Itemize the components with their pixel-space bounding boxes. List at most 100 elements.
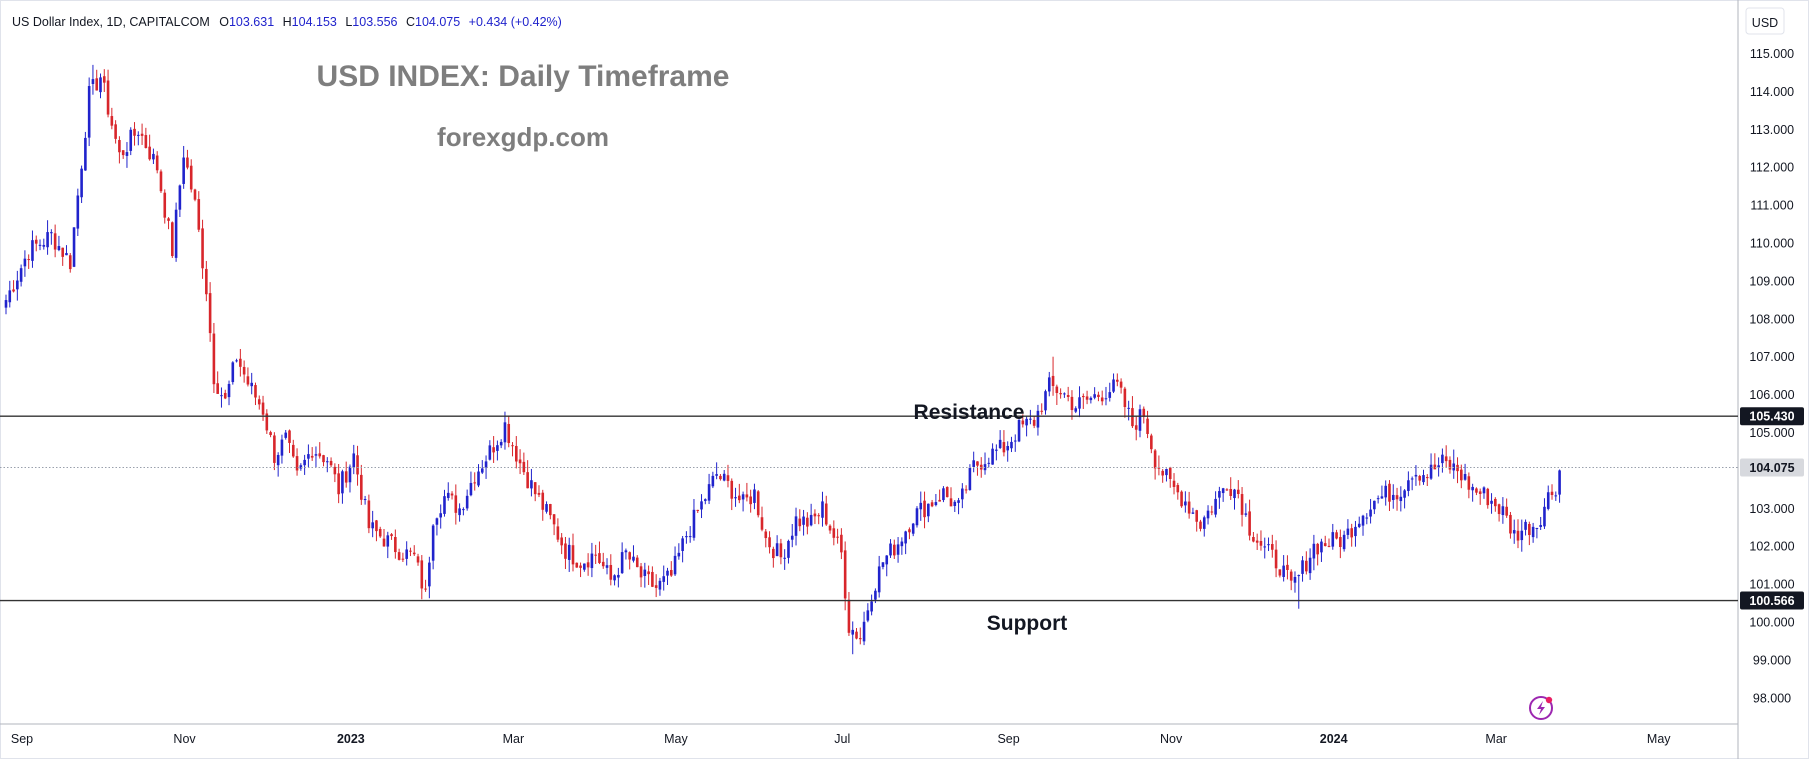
candle-down	[1395, 495, 1399, 500]
candle-up	[775, 543, 779, 557]
candle-down	[575, 562, 579, 568]
time-tick-label: Sep	[11, 732, 33, 746]
candle-up	[465, 495, 469, 509]
candle-up	[617, 574, 620, 578]
candle-down	[1327, 545, 1331, 547]
candle-up	[658, 580, 662, 590]
candle-up	[1104, 398, 1108, 400]
lightning-icon[interactable]	[1529, 696, 1553, 720]
candle-down	[397, 552, 401, 560]
candle-down	[1142, 408, 1146, 417]
candle-up	[1380, 496, 1384, 499]
price-axis[interactable]: 115.000 114.000 113.000 112.000 111.000 110.0…	[1749, 47, 1794, 705]
candle-up	[904, 531, 907, 544]
price-tick-label: 105.000	[1749, 426, 1794, 440]
candle-up	[1490, 500, 1493, 504]
time-tick-label: Mar	[1485, 732, 1507, 746]
candle-down	[598, 553, 601, 563]
candle-down	[212, 333, 216, 385]
candle-up	[31, 240, 34, 261]
candle-up	[704, 499, 707, 501]
candle-down	[1100, 397, 1104, 402]
candle-up	[1535, 527, 1539, 529]
candle-down	[855, 631, 858, 639]
candle-down	[454, 495, 458, 513]
candle-down	[265, 413, 269, 431]
candle-down	[1516, 530, 1520, 541]
candle-down	[938, 499, 941, 502]
price-tick-label: 103.000	[1749, 502, 1794, 516]
candle-down	[541, 492, 545, 510]
candle-up	[700, 501, 703, 510]
time-tick-label: May	[1647, 732, 1671, 746]
candle-up	[42, 244, 46, 247]
candle-down	[310, 455, 314, 458]
candle-up	[1244, 513, 1248, 515]
legend-low-label: L	[345, 15, 352, 29]
candle-up	[1437, 465, 1440, 468]
candle-down	[1051, 375, 1055, 387]
candle-up	[303, 459, 306, 466]
candle-up	[1074, 408, 1078, 412]
candle-up	[1010, 441, 1013, 449]
candle-up	[927, 503, 930, 517]
legend-symbol: US Dollar Index, 1D, CAPITALCOM	[12, 15, 210, 29]
candle-down	[1229, 488, 1233, 496]
support-price-text: 100.566	[1749, 594, 1794, 608]
candle-down	[1123, 388, 1127, 408]
candle-up	[866, 610, 870, 621]
candle-up	[386, 535, 390, 547]
candle-down	[764, 531, 768, 539]
currency-badge[interactable]: USD	[1752, 16, 1778, 30]
candle-down	[291, 444, 295, 457]
candle-up	[590, 553, 594, 569]
candle-down	[549, 504, 552, 516]
candle-down	[1134, 425, 1138, 430]
time-axis[interactable]: Sep Nov 2023 Mar May Jul Sep Nov 2024 Mar May	[11, 732, 1671, 746]
candle-down	[560, 537, 563, 546]
candle-down	[1478, 491, 1482, 494]
candle-down	[1528, 523, 1531, 536]
candle-down	[923, 500, 926, 518]
candle-down	[1252, 536, 1255, 542]
candle-up	[953, 501, 957, 506]
candle-up	[1331, 532, 1335, 547]
candle-down	[779, 543, 783, 558]
candle-down	[420, 560, 424, 589]
candle-up	[1546, 492, 1550, 509]
candle-up	[443, 496, 446, 514]
candle-down	[1119, 381, 1123, 388]
candle-down	[756, 491, 760, 516]
candle-up	[889, 543, 892, 556]
candle-down	[601, 561, 605, 567]
candle-down	[95, 78, 99, 91]
candle-up	[1044, 391, 1047, 411]
candles-layer	[4, 64, 1561, 655]
candle-down	[533, 482, 537, 495]
candle-up	[1233, 489, 1236, 499]
candle-up	[677, 552, 681, 557]
price-tick-label: 108.000	[1749, 312, 1794, 326]
candle-down	[171, 222, 174, 257]
candle-down	[1157, 467, 1161, 469]
candle-up	[182, 157, 185, 184]
candle-down	[1497, 504, 1501, 515]
candle-up	[783, 557, 786, 559]
candle-up	[666, 570, 669, 576]
currency-badge-bg	[1745, 7, 1785, 35]
candle-down	[1259, 540, 1263, 546]
candle-down	[1444, 456, 1448, 462]
candle-down	[254, 385, 257, 398]
candle-down	[118, 140, 121, 153]
candle-up	[1543, 506, 1546, 527]
candle-down	[1146, 418, 1149, 434]
candle-up	[1520, 530, 1524, 541]
candle-up	[16, 280, 19, 290]
candle-down	[257, 399, 261, 405]
candle-up	[477, 471, 480, 486]
candle-down	[1153, 450, 1157, 469]
legend-high-label: H	[283, 15, 292, 29]
